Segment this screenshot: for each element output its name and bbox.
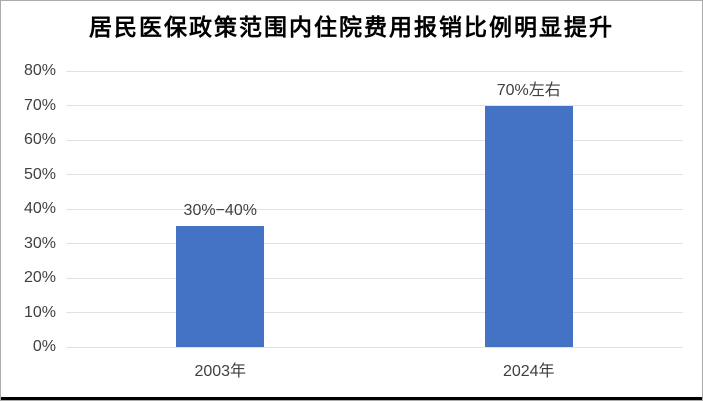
y-axis-tick-label: 60%: [23, 131, 56, 148]
y-axis-tick-label: 30%: [23, 234, 56, 252]
data-label: 70%左右: [496, 81, 561, 99]
y-axis-tick-label: 70%: [23, 96, 56, 114]
x-axis-tick-label: 2024年: [502, 363, 555, 380]
y-axis-tick-label: 20%: [23, 269, 56, 286]
gridline: [66, 174, 683, 175]
bar-2024年: [484, 105, 573, 347]
y-axis-tick-label: 0%: [32, 338, 56, 355]
y-axis: 0% 10% 20% 30% 40% 50% 60% 70% 80%: [1, 63, 56, 355]
gridline: [66, 346, 683, 348]
y-axis-tick-label: 40%: [23, 200, 56, 217]
x-axis-tick-label: 2003年: [194, 363, 247, 380]
y-axis-tick-label: 50%: [23, 165, 56, 183]
gridline: [66, 208, 683, 210]
bottom-border-strip: [1, 397, 702, 400]
gridline: [66, 243, 683, 244]
gridline: [66, 277, 683, 279]
gridline: [66, 105, 683, 106]
gridline: [66, 139, 683, 141]
y-axis-tick-label: 80%: [23, 62, 56, 79]
chart-title: 居民医保政策范围内住院费用报销比例明显提升: [89, 14, 614, 40]
gridline: [66, 70, 683, 72]
data-label: 30%−40%: [183, 202, 257, 220]
x-axis: 2003年 2024年: [66, 357, 683, 381]
gridline: [66, 312, 683, 313]
bar-2003年: [176, 226, 265, 347]
plot-area: 30%−40% 70%左右: [66, 70, 683, 348]
y-axis-tick-label: 10%: [23, 303, 56, 321]
